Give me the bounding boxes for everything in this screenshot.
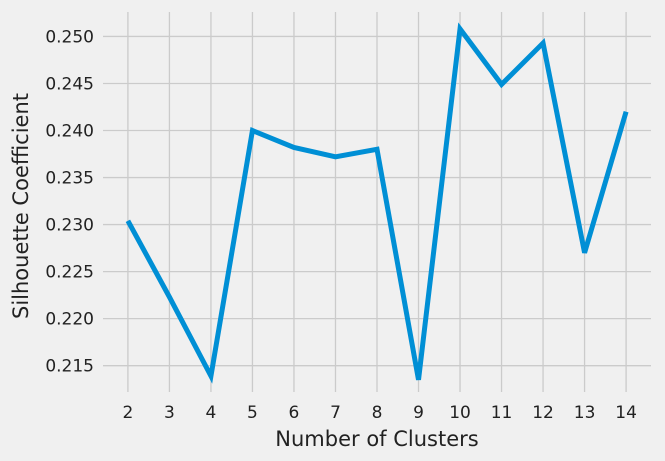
x-tick-label: 10 (449, 403, 471, 423)
y-tick-label: 0.220 (45, 310, 94, 330)
y-tick-label: 0.245 (45, 74, 94, 94)
x-tick-label: 13 (574, 403, 596, 423)
y-tick-label: 0.215 (45, 357, 94, 377)
x-tick-label: 5 (247, 403, 258, 423)
y-tick-label: 0.225 (45, 263, 94, 283)
grid (103, 12, 651, 392)
y-axis-label: Silhouette Coefficient (9, 93, 33, 319)
x-axis-label: Number of Clusters (275, 427, 478, 451)
x-tick-label: 9 (413, 403, 424, 423)
x-tick-label: 6 (289, 403, 300, 423)
x-tick-label: 12 (532, 403, 554, 423)
series-group (125, 22, 629, 384)
x-tick-label: 2 (122, 403, 133, 423)
y-tick-label: 0.230 (45, 216, 94, 236)
y-tick-label: 0.250 (45, 27, 94, 47)
y-tick-labels: 0.215 0.220 0.225 0.230 0.235 0.240 0.245 0.250 (45, 27, 94, 376)
x-tick-label: 14 (615, 403, 637, 423)
x-tick-label: 11 (491, 403, 513, 423)
y-tick-label: 0.240 (45, 122, 94, 142)
y-tick-label: 0.235 (45, 169, 94, 189)
x-tick-label: 4 (206, 403, 217, 423)
x-tick-label: 8 (372, 403, 383, 423)
x-tick-label: 7 (330, 403, 341, 423)
x-tick-labels: 2 3 4 5 6 7 8 9 10 11 12 13 14 (122, 403, 636, 423)
x-tick-label: 3 (164, 403, 175, 423)
